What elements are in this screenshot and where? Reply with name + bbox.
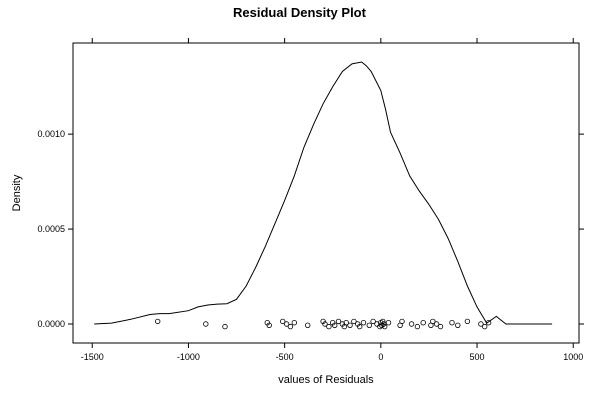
residual-point <box>420 320 426 326</box>
density-curve <box>94 61 553 325</box>
residual-point <box>347 322 353 328</box>
y-axis-label: Density <box>11 174 23 211</box>
plot-frame <box>72 42 580 344</box>
residual-point <box>366 322 372 328</box>
residual-point <box>478 321 484 327</box>
residual-point <box>283 321 290 327</box>
residual-point <box>449 320 455 326</box>
x-tick-label: 1000 <box>563 352 583 362</box>
residual-point <box>380 318 386 325</box>
residual-point <box>332 322 338 328</box>
residual-point <box>360 320 367 326</box>
residual-point <box>305 322 311 328</box>
y-tick-label: 0.0010 <box>37 129 65 139</box>
residual-point <box>437 323 444 330</box>
residual-point <box>351 318 357 325</box>
residual-point <box>326 323 332 330</box>
residual-point <box>382 323 388 330</box>
residual-point <box>287 323 294 330</box>
residual-point <box>485 320 492 326</box>
residual-point <box>385 320 392 326</box>
residual-point <box>433 321 440 327</box>
x-axis-label: values of Residuals <box>278 374 374 386</box>
residual-point <box>266 322 272 328</box>
residual-point <box>222 323 228 330</box>
x-tick-label: 0 <box>378 352 383 362</box>
residual-point <box>370 318 376 325</box>
x-tick-label: 500 <box>470 352 485 362</box>
plot-content <box>94 61 553 330</box>
residual-point <box>464 318 471 325</box>
residual-point <box>482 323 488 330</box>
residual-point <box>280 318 286 325</box>
residual-point <box>357 323 363 330</box>
residual-point <box>154 318 161 325</box>
chart-title: Residual Density Plot <box>233 5 367 20</box>
x-tick-label: -500 <box>276 352 294 362</box>
residual-point <box>335 318 342 325</box>
residual-point <box>430 318 436 325</box>
x-tick-label: -1000 <box>177 352 200 362</box>
residual-point <box>455 322 461 328</box>
y-tick-label: 0.0000 <box>37 319 65 329</box>
x-tick-label: -1500 <box>81 352 104 362</box>
residual-point <box>414 323 421 330</box>
x-axis: -1500 -1000 -500 0 500 1000 <box>81 38 583 362</box>
residual-point <box>381 321 387 327</box>
residual-point <box>399 318 405 325</box>
residual-point <box>408 321 415 327</box>
y-tick-label: 0.0005 <box>37 224 65 234</box>
residual-point <box>322 321 328 327</box>
residual-point <box>291 320 297 326</box>
y-axis: 0.0000 0.0005 0.0010 <box>37 129 584 329</box>
residual-point <box>343 320 349 326</box>
residual-point <box>203 321 209 327</box>
